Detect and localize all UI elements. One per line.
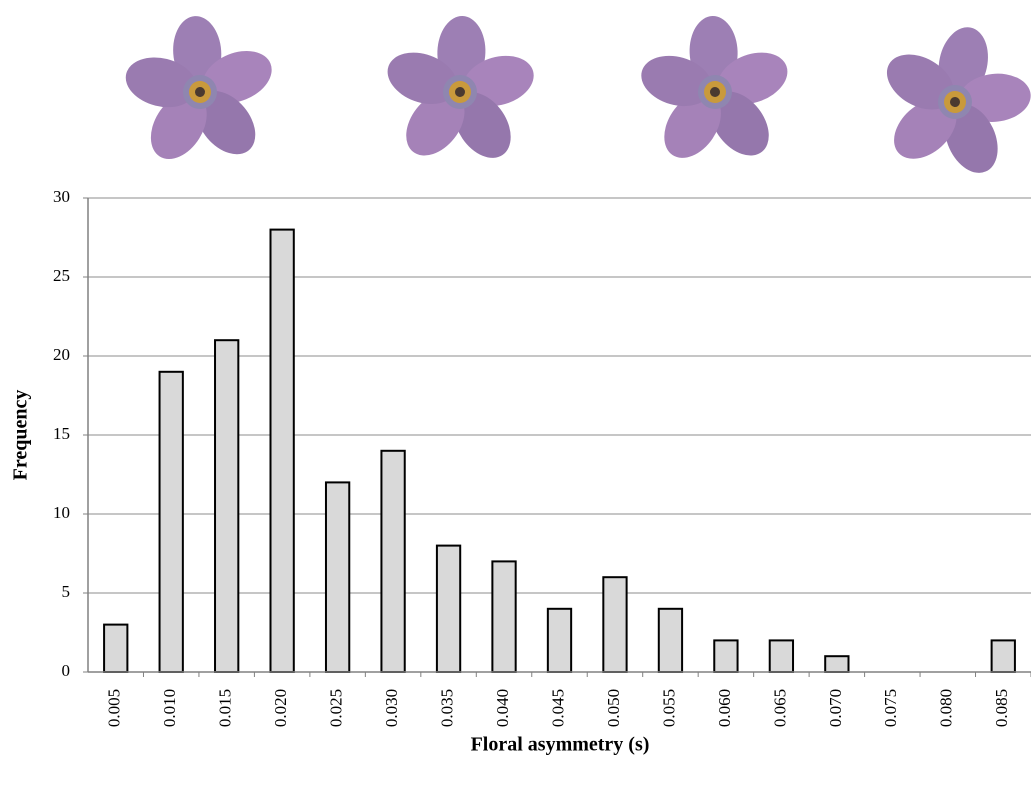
x-tick-label: 0.030 — [382, 689, 401, 727]
bar — [380, 449, 406, 673]
bar — [158, 370, 184, 673]
x-tick-label: 0.025 — [327, 689, 346, 727]
bar — [491, 560, 517, 674]
x-tick-label: 0.070 — [826, 689, 845, 727]
bars — [103, 228, 1016, 674]
bar — [768, 639, 795, 674]
x-tick-label: 0.020 — [271, 689, 290, 727]
flower-image — [632, 13, 798, 171]
y-tick-label: 30 — [53, 187, 70, 206]
x-tick-label: 0.055 — [659, 689, 678, 727]
y-tick-label: 5 — [62, 582, 71, 601]
x-axis-title: Floral asymmetry (s) — [471, 734, 650, 756]
flower-image — [377, 13, 543, 171]
bar — [824, 655, 850, 674]
bar — [546, 607, 573, 673]
x-tick-label: 0.040 — [493, 689, 512, 727]
x-tick-label: 0.005 — [105, 689, 124, 727]
bar — [269, 228, 295, 673]
y-tick-label: 20 — [53, 345, 70, 364]
y-tick-label: 25 — [53, 266, 70, 285]
x-tick-label: 0.050 — [604, 689, 623, 727]
y-tick-label: 0 — [62, 661, 71, 680]
bar — [657, 607, 684, 673]
bar — [713, 639, 739, 674]
bar — [324, 481, 351, 673]
bar — [214, 339, 240, 673]
bar — [435, 544, 462, 673]
x-tick-label: 0.010 — [160, 689, 179, 727]
y-tick-label: 15 — [53, 424, 70, 443]
bar — [602, 576, 628, 674]
bar — [990, 639, 1016, 674]
flower-image — [115, 10, 285, 173]
x-tick-label: 0.045 — [548, 689, 567, 727]
grid — [83, 197, 1031, 677]
bar — [103, 623, 129, 673]
x-tick-label: 0.015 — [216, 689, 235, 727]
x-tick-label: 0.060 — [715, 689, 734, 727]
x-tick-label: 0.085 — [992, 689, 1011, 727]
flower-image — [861, 11, 1031, 193]
x-tick-label: 0.075 — [881, 689, 900, 727]
y-axis-title: Frequency — [10, 390, 32, 481]
x-tick-label: 0.035 — [437, 689, 456, 727]
x-tick-label: 0.065 — [770, 689, 789, 727]
flower-images — [115, 10, 1031, 193]
x-tick-label: 0.080 — [937, 689, 956, 727]
y-tick-label: 10 — [53, 503, 70, 522]
